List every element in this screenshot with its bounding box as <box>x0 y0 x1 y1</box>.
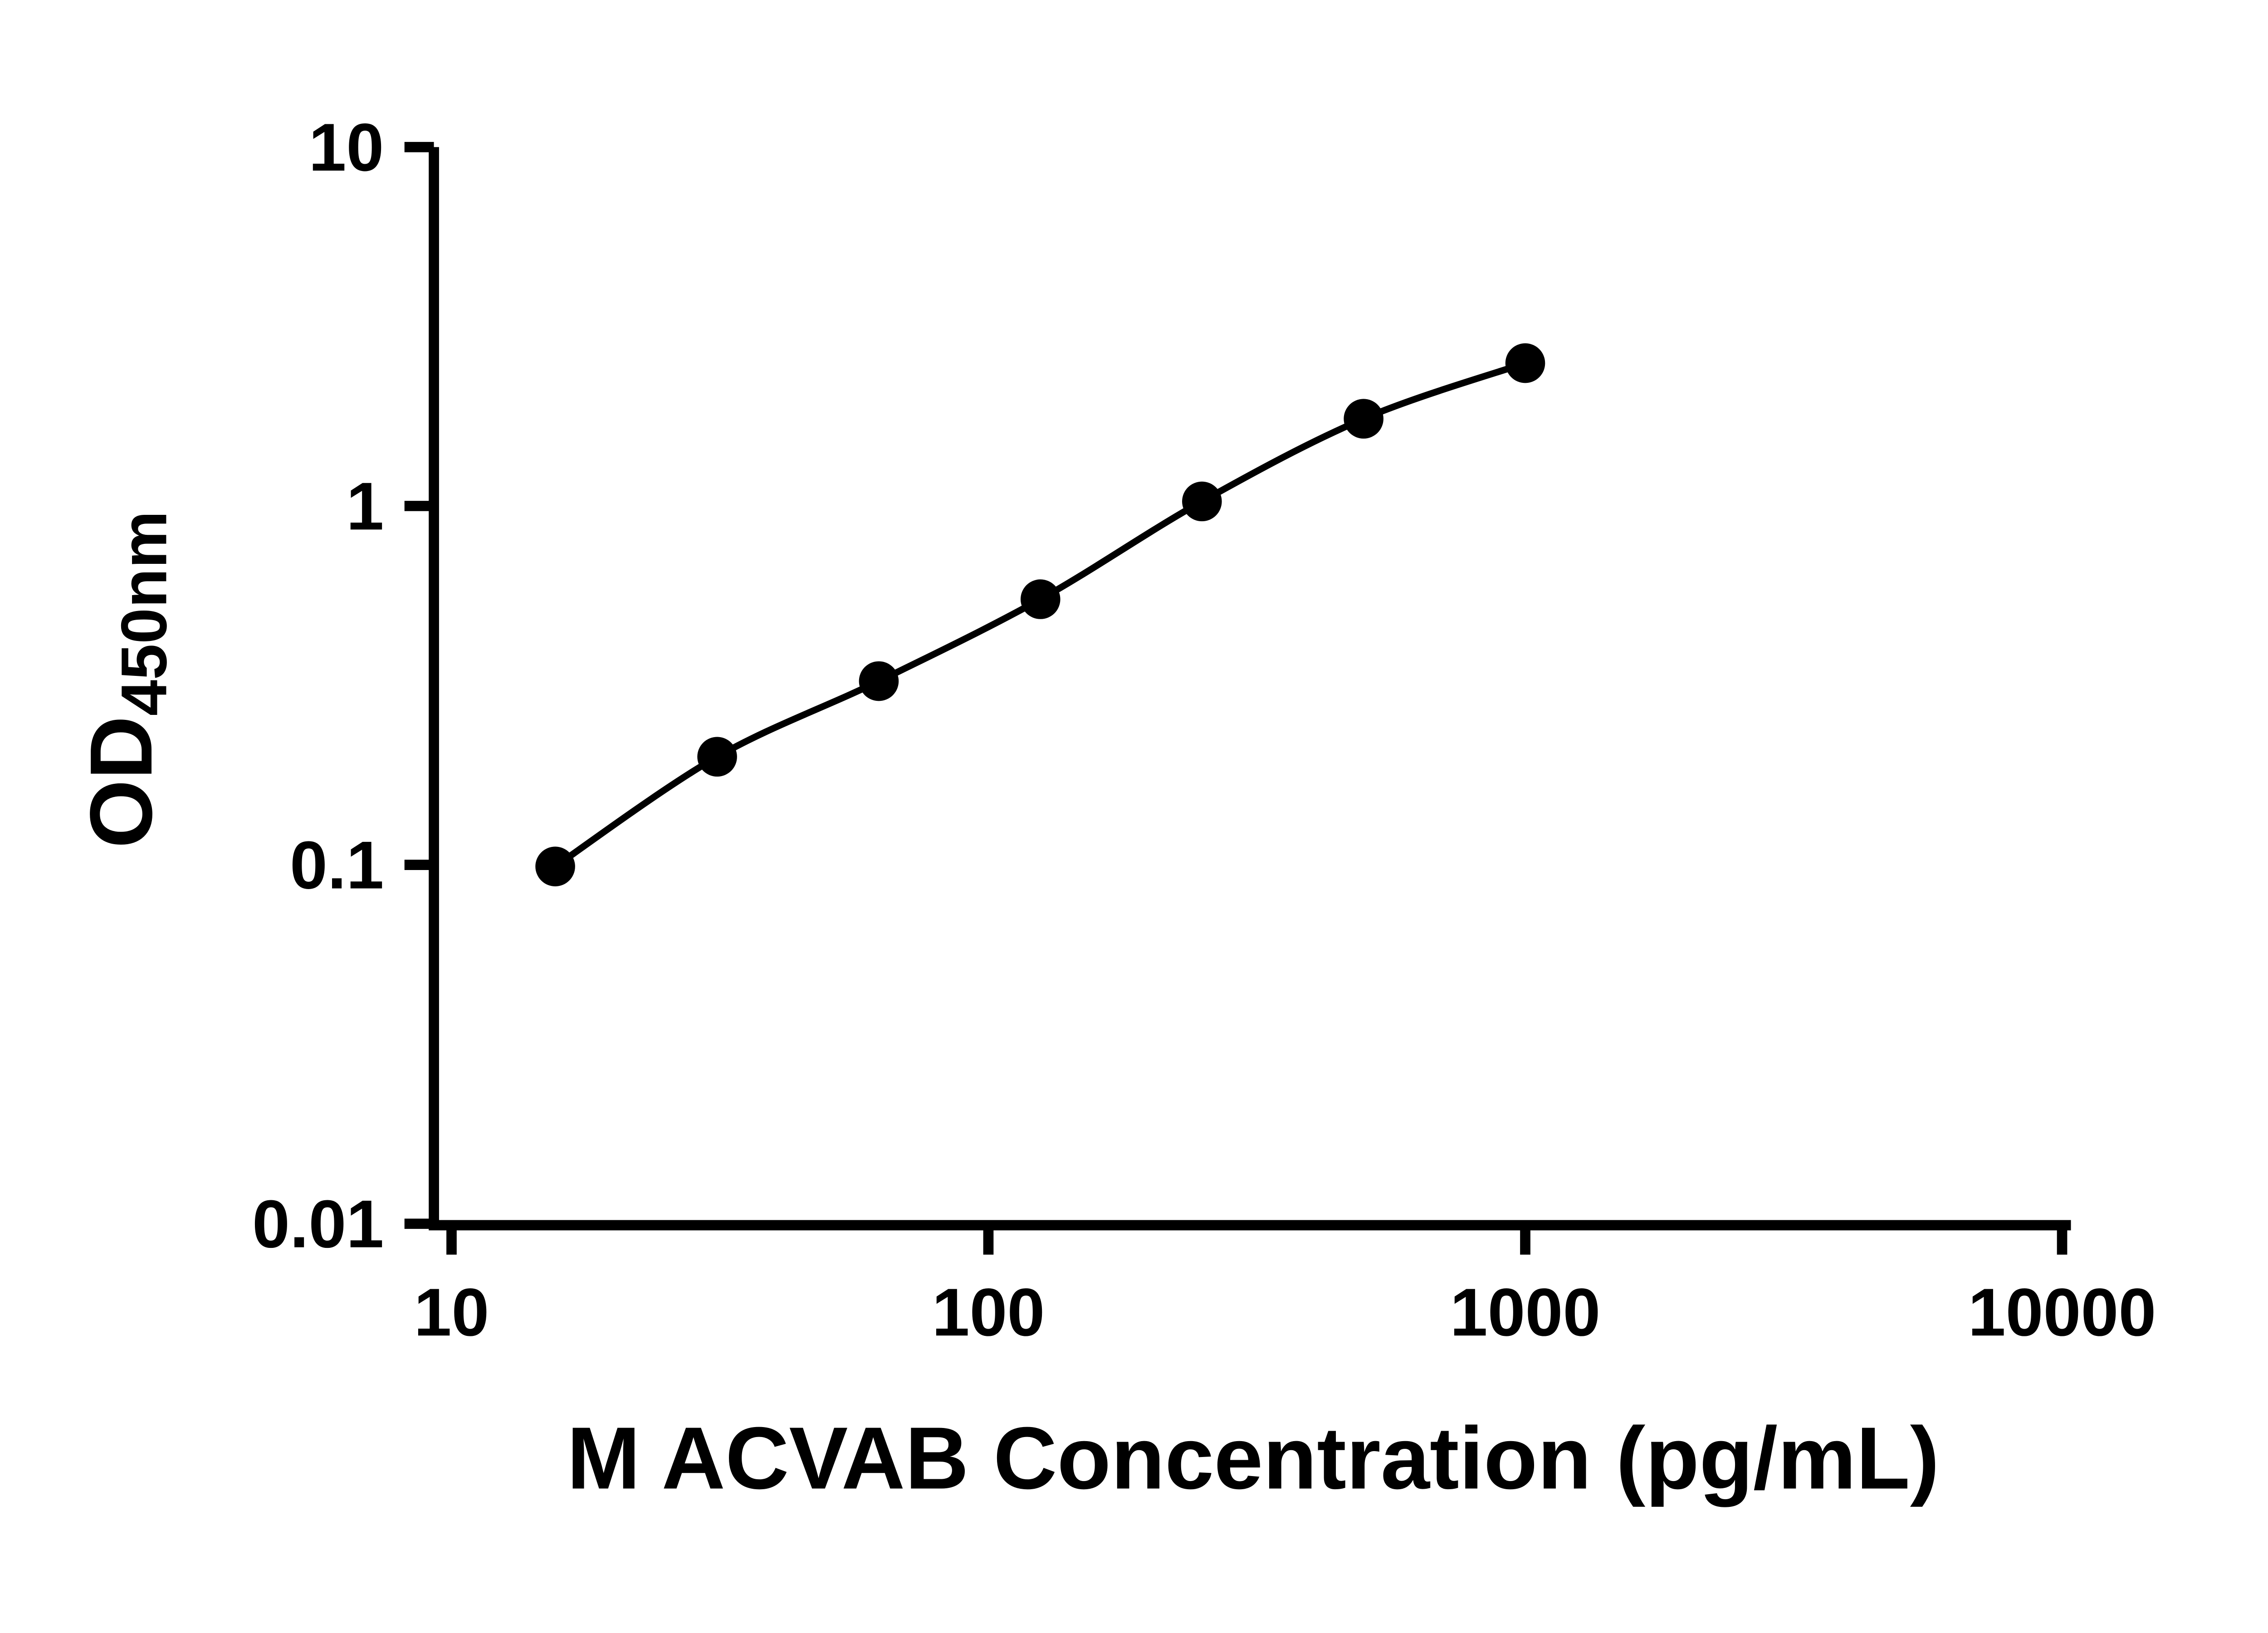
data-point <box>535 846 575 886</box>
y-axis-title: OD450nm <box>72 511 180 848</box>
data-series <box>535 343 1545 886</box>
x-tick-label: 1000 <box>1450 1274 1601 1350</box>
data-point <box>859 661 899 701</box>
data-point <box>1505 343 1545 383</box>
data-point <box>1021 579 1061 619</box>
x-axis-title: M ACVAB Concentration (pg/mL) <box>567 1409 1940 1507</box>
y-tick-label: 0.1 <box>290 827 384 903</box>
standard-curve-figure: 0.01 0.1 1 10 10 100 1000 10000 M ACVAB Concent… <box>72 109 2156 1508</box>
x-tick-label: 10 <box>414 1274 489 1350</box>
x-tick-label: 10000 <box>1968 1274 2156 1350</box>
y-axis-title-sub: 450nm <box>108 511 180 716</box>
data-point <box>1182 481 1222 522</box>
x-tick-label: 100 <box>932 1274 1045 1350</box>
y-tick-label: 0.01 <box>252 1186 384 1262</box>
axis-lines <box>429 147 2071 1231</box>
y-tick-label: 1 <box>346 468 384 544</box>
standard-curve-plot: 0.01 0.1 1 10 10 100 1000 10000 M ACVAB Concent… <box>72 109 2156 1507</box>
axes: 0.01 0.1 1 10 10 100 1000 10000 <box>252 109 2156 1350</box>
data-point <box>697 737 737 777</box>
data-point <box>1344 399 1383 439</box>
y-tick-label: 10 <box>308 109 384 185</box>
y-axis-title-main: OD <box>72 716 171 848</box>
